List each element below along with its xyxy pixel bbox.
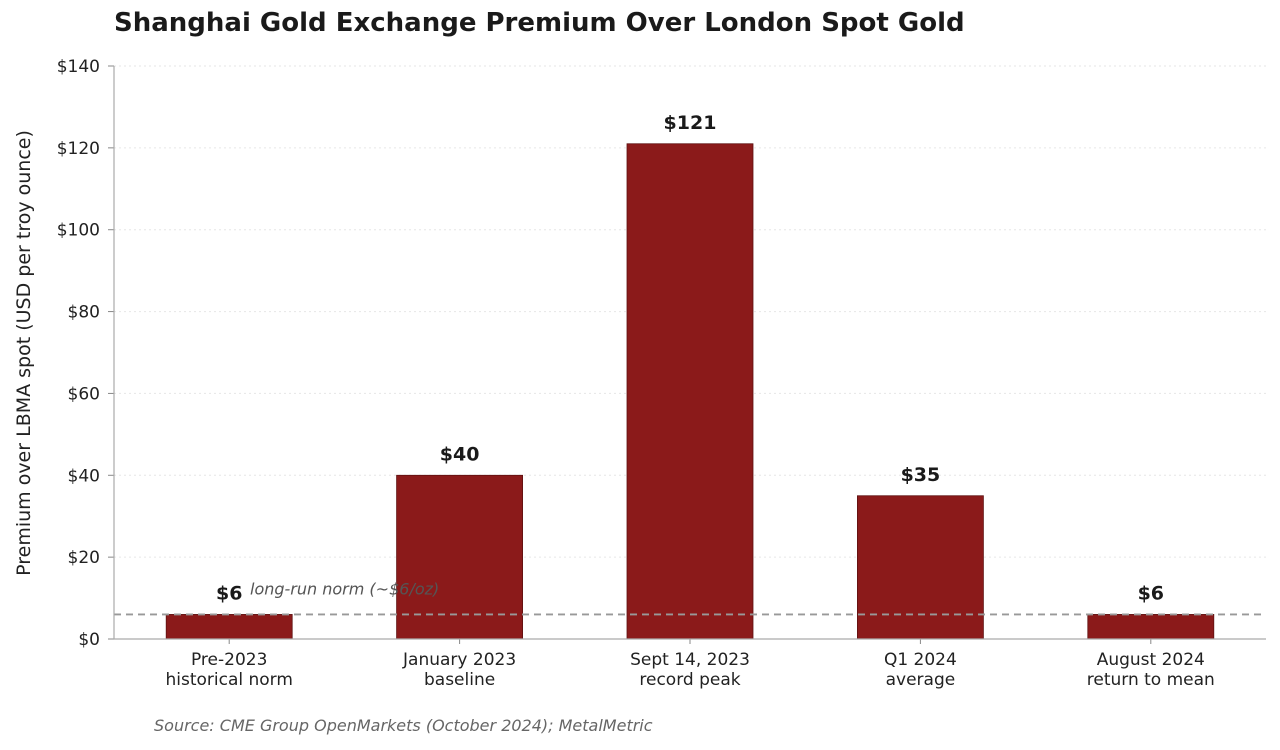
y-tick-label: $120 — [57, 139, 100, 159]
y-axis-title: Premium over LBMA spot (USD per troy oun… — [13, 130, 35, 576]
x-tick-label: January 2023 — [402, 650, 516, 670]
bar — [1087, 614, 1215, 640]
reference-line-label: long-run norm (~$6/oz) — [250, 579, 439, 598]
y-tick-label: $100 — [57, 221, 100, 241]
x-tick-label: historical norm — [165, 670, 292, 690]
bars — [165, 143, 1215, 640]
x-tick-label: return to mean — [1087, 670, 1215, 690]
y-tick-label: $140 — [57, 57, 100, 77]
y-tick-label: $60 — [68, 384, 100, 404]
bar — [396, 474, 524, 640]
source-note: Source: CME Group OpenMarkets (October 2… — [154, 716, 653, 735]
data-label: $40 — [440, 443, 480, 465]
bar — [626, 143, 754, 640]
bar — [857, 495, 984, 640]
data-label: $6 — [216, 582, 242, 604]
axes — [108, 65, 1266, 644]
x-tick-label: Sept 14, 2023 — [630, 650, 750, 670]
labels: $0 $20 $40 $60 $80 $100 $120 $140 $6 Pre-2023hist… — [57, 57, 1215, 690]
x-tick-label: record peak — [639, 670, 740, 690]
y-tick-label: $0 — [78, 630, 100, 650]
x-tick-label: Q1 2024 — [884, 650, 957, 670]
y-tick-label: $20 — [68, 548, 100, 568]
x-tick-label: August 2024 — [1097, 650, 1205, 670]
x-tick-label: average — [886, 670, 956, 690]
data-label: $35 — [901, 464, 941, 486]
y-tick-label: $80 — [68, 303, 100, 323]
x-tick-label: Pre-2023 — [191, 650, 267, 670]
data-label: $6 — [1138, 582, 1164, 604]
x-tick-label: baseline — [424, 670, 495, 690]
bar — [165, 614, 293, 640]
data-label: $121 — [664, 112, 717, 134]
y-tick-label: $40 — [68, 466, 100, 486]
chart-title: Shanghai Gold Exchange Premium Over Lond… — [114, 8, 965, 38]
